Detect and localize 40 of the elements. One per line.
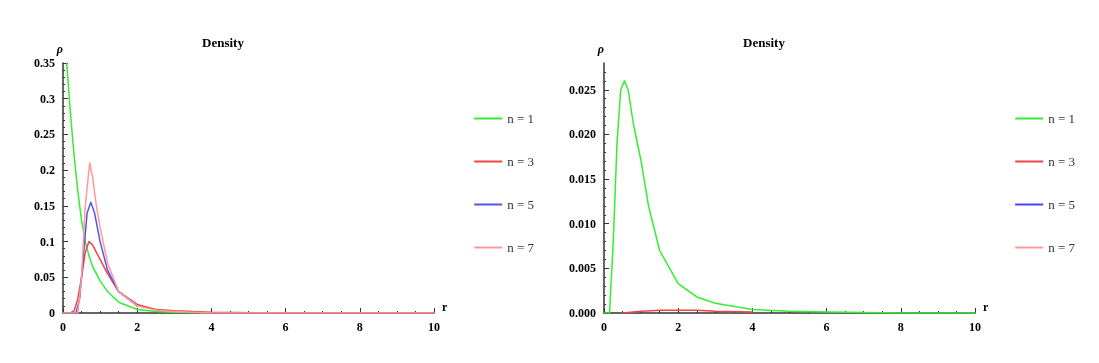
x-tick-label: 6 [282, 320, 289, 334]
y-tick-label: 0.010 [569, 216, 596, 231]
y-tick-label: 0.25 [34, 127, 55, 142]
x-tick-label: 10 [428, 320, 440, 334]
y-tick-label: 0.025 [569, 82, 596, 97]
y-tick-label: 0.35 [34, 56, 55, 70]
x-axis-title: r [983, 300, 989, 314]
y-axis-title: ρ [55, 42, 63, 56]
y-axis-title: ρ [596, 42, 604, 56]
y-tick-label: 0.15 [34, 198, 55, 213]
y-tick-label: 0.020 [569, 127, 596, 142]
y-tick-label: 0.000 [569, 306, 596, 320]
x-tick-label: 2 [134, 320, 141, 334]
x-tick-label: 2 [675, 320, 682, 334]
legend-label: n = 3 [507, 154, 535, 169]
x-tick-label: 0 [60, 320, 66, 334]
legend-label: n = 7 [1048, 240, 1076, 255]
y-tick-label: 0.05 [34, 270, 55, 285]
x-tick-label: 8 [897, 320, 904, 334]
legend-label: n = 5 [1048, 197, 1076, 212]
y-tick-label: 0 [49, 306, 55, 320]
x-tick-label: 8 [356, 320, 363, 334]
y-tick-label: 0.015 [569, 172, 596, 187]
y-tick-label: 0.2 [40, 163, 55, 178]
x-tick-label: 0 [601, 320, 607, 334]
x-tick-label: 6 [823, 320, 830, 334]
x-tick-label: 10 [969, 320, 981, 334]
x-tick-label: 4 [749, 320, 756, 334]
y-tick-label: 0.005 [569, 261, 596, 276]
y-tick-label: 0.1 [40, 234, 55, 249]
legend-label: n = 7 [507, 240, 535, 255]
chart-title: Density [743, 35, 786, 50]
legend-label: n = 1 [1048, 111, 1076, 126]
chart-title: Density [202, 35, 245, 50]
y-tick-label: 0.3 [40, 91, 55, 106]
legend-label: n = 5 [507, 197, 535, 212]
x-axis-title: r [442, 300, 448, 314]
legend-label: n = 3 [1048, 154, 1076, 169]
legend-label: n = 1 [507, 111, 535, 126]
x-tick-label: 4 [208, 320, 215, 334]
